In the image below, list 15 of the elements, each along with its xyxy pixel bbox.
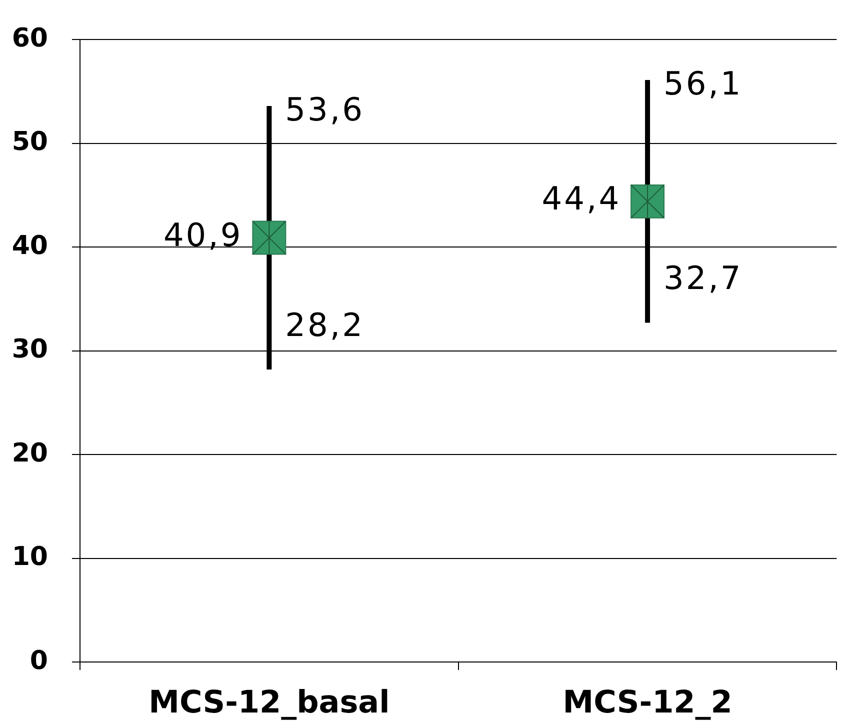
y-tick-label: 20 bbox=[12, 438, 48, 468]
y-tick-label: 0 bbox=[30, 646, 48, 676]
annotation: 28,2 bbox=[285, 306, 364, 344]
y-tick-label: 60 bbox=[12, 23, 48, 54]
y-tick-label: 30 bbox=[12, 334, 48, 365]
y-tick-label: 50 bbox=[12, 127, 48, 158]
annotation: 32,7 bbox=[664, 259, 743, 298]
annotation: 56,1 bbox=[664, 64, 743, 102]
x-tick-label: MCS-12_2 bbox=[562, 684, 732, 721]
data-label: 40,9 bbox=[163, 216, 243, 254]
data-label: 44,4 bbox=[542, 180, 622, 218]
annotation: 53,6 bbox=[285, 90, 364, 128]
y-tick-label: 10 bbox=[12, 542, 48, 572]
y-tick-label: 40 bbox=[12, 230, 48, 261]
x-tick-label: MCS-12_basal bbox=[148, 684, 390, 721]
